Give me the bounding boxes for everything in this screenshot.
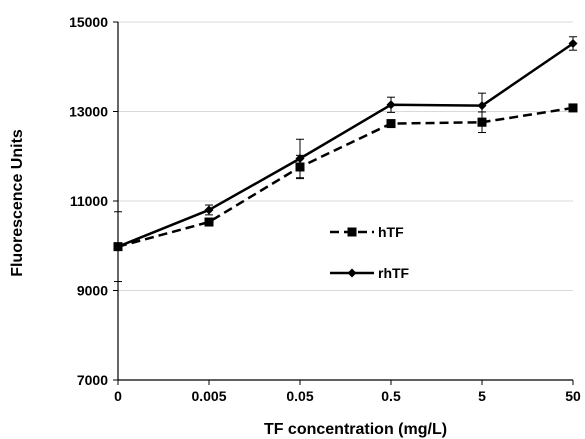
axes: 7000 9000 11000 13000 15000 0 0.005 0.05 0.5 5 50 — [69, 14, 581, 404]
x-axis-title: TF concentration (mg/L) — [264, 421, 447, 438]
y-tick-label: 15000 — [69, 14, 108, 30]
data-point-hTF — [477, 117, 487, 127]
data-point-rhTF — [477, 101, 487, 111]
data-point-hTF — [568, 103, 578, 113]
data-point-rhTF — [295, 153, 305, 163]
legend-marker — [347, 268, 357, 278]
gridlines — [118, 21, 573, 291]
legend-label: rhTF — [378, 265, 410, 281]
data-point-rhTF — [113, 242, 123, 252]
legend: hTF rhTF — [330, 224, 410, 281]
series-hTF — [113, 103, 578, 252]
y-tick-label: 13000 — [69, 104, 108, 120]
x-tick-label: 0.5 — [381, 388, 401, 404]
y-tick-label: 7000 — [77, 372, 108, 388]
series-rhTF — [113, 36, 578, 283]
legend-marker — [347, 227, 357, 237]
x-tick-label: 50 — [565, 388, 581, 404]
data-point-rhTF — [568, 38, 578, 48]
data-point-hTF — [386, 119, 396, 129]
x-tick-label: 0.05 — [286, 388, 313, 404]
legend-item-rhTF: rhTF — [330, 265, 410, 281]
y-tick-label: 11000 — [70, 193, 108, 209]
data-point-rhTF — [204, 205, 214, 215]
series-line-hTF — [117, 106, 574, 248]
x-tick-label: 5 — [478, 388, 486, 404]
legend-item-hTF: hTF — [330, 224, 404, 240]
y-tick-label: 9000 — [77, 283, 108, 299]
series-line-rhTF — [117, 42, 574, 248]
series-group — [113, 36, 578, 283]
y-axis-title: Fluorescence Units — [9, 129, 26, 277]
x-tick-label: 0.005 — [191, 388, 226, 404]
legend-label: hTF — [378, 224, 404, 240]
data-point-hTF — [204, 217, 214, 227]
data-point-rhTF — [386, 100, 396, 110]
x-tick-label: 0 — [114, 388, 122, 404]
